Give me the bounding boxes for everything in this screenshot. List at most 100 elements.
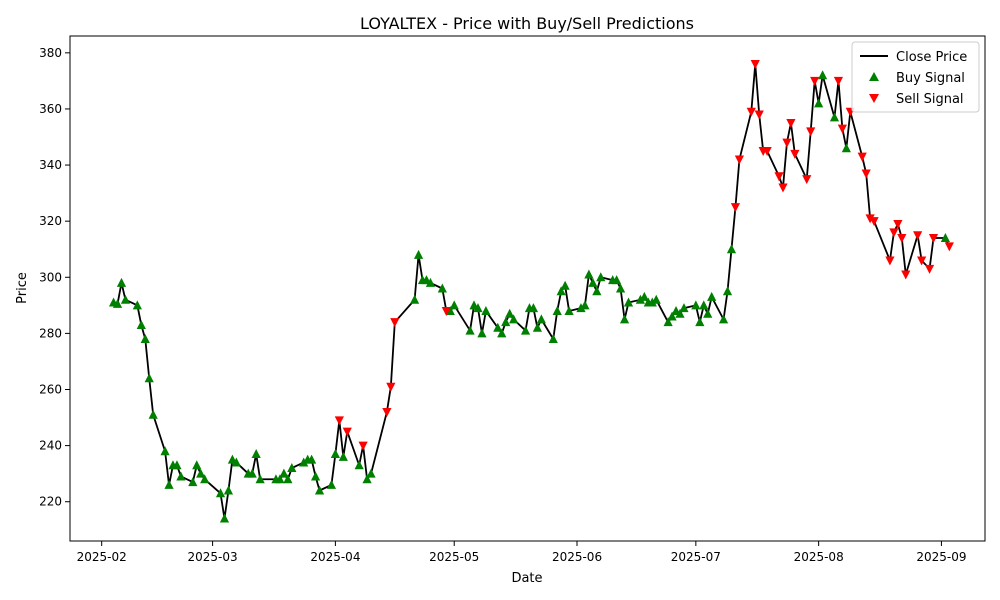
x-tick-label: 2025-08 <box>794 550 844 564</box>
x-tick-label: 2025-03 <box>188 550 238 564</box>
buy-signal-marker <box>612 275 622 285</box>
sell-signal-marker <box>774 172 784 182</box>
sell-signal-marker <box>746 107 756 117</box>
buy-signal-marker <box>287 463 297 473</box>
buy-signal-marker <box>679 303 689 313</box>
sell-signal-marker <box>786 118 796 128</box>
buy-signal-marker <box>144 373 154 383</box>
buy-signal-marker <box>112 298 123 308</box>
buy-signal-marker <box>116 277 127 287</box>
sell-signal-marker <box>734 155 745 165</box>
x-tick-label: 2025-07 <box>671 550 721 564</box>
sell-signal-marker <box>897 234 907 243</box>
sell-signal-marker <box>802 175 812 185</box>
buy-signal-marker <box>667 311 677 321</box>
sell-signal-marker <box>382 407 392 417</box>
sell-signal-marker <box>358 441 368 451</box>
buy-signal-marker <box>307 454 317 464</box>
buy-signal-marker <box>623 297 634 307</box>
sell-signal-marker <box>865 214 875 224</box>
x-tick-label: 2025-04 <box>310 550 360 564</box>
buy-signal-marker <box>829 112 840 122</box>
buy-signal-marker <box>176 471 186 481</box>
y-tick-label: 220 <box>39 495 62 509</box>
buy-signal-marker <box>584 269 594 279</box>
x-tick-label: 2025-05 <box>429 550 479 564</box>
buy-signal-marker <box>449 300 459 310</box>
buy-signal-marker <box>410 294 420 304</box>
x-tick-label: 2025-02 <box>77 550 127 564</box>
buy-signal-marker <box>505 308 515 318</box>
sell-signal-marker <box>750 60 760 70</box>
sell-signal-marker <box>810 76 820 86</box>
sell-signal-marker <box>730 203 741 213</box>
sell-signal-marker <box>944 242 954 252</box>
buy-signal-marker <box>477 328 487 338</box>
buy-signal-marker <box>722 286 733 296</box>
buy-signal-marker <box>354 460 364 470</box>
buy-signal-marker <box>413 249 424 259</box>
buy-signal-marker <box>509 314 519 324</box>
buy-signal-marker <box>576 303 586 313</box>
buy-signal-marker <box>493 322 503 332</box>
buy-signal-marker <box>172 460 182 470</box>
sell-signal-marker <box>857 152 867 162</box>
sell-signal-marker <box>762 147 772 157</box>
buy-signal-marker <box>639 291 649 301</box>
buy-signal-marker <box>188 477 198 487</box>
buy-signal-marker <box>497 328 507 338</box>
sell-signal-marker <box>334 416 344 426</box>
buy-signal-marker <box>251 449 261 459</box>
buy-signal-marker <box>310 471 321 481</box>
buy-signal-marker <box>841 143 851 153</box>
y-tick-label: 300 <box>39 270 62 284</box>
sell-signal-marker <box>386 382 396 392</box>
buy-signal-marker <box>528 303 539 313</box>
buy-signal-marker <box>699 300 709 310</box>
sell-signal-marker <box>893 219 903 229</box>
buy-signal-marker <box>299 457 309 467</box>
buy-signal-marker <box>814 98 824 108</box>
buy-signal-marker <box>283 474 293 484</box>
buy-signal-marker <box>219 513 230 523</box>
sell-signal-marker <box>913 231 923 241</box>
sell-signal-marker <box>342 427 352 437</box>
legend-buy-signal: Buy Signal <box>896 71 965 86</box>
chart-title: LOYALTEX - Price with Buy/Sell Predictio… <box>360 14 694 33</box>
buy-signal-marker <box>532 322 543 332</box>
x-axis-label: Date <box>511 571 542 586</box>
buy-signal-marker <box>501 317 511 327</box>
buy-signal-marker <box>726 244 737 254</box>
buy-signal-marker <box>647 297 657 307</box>
y-tick-label: 320 <box>39 214 62 228</box>
buy-signal-marker <box>592 286 602 296</box>
buy-signal-marker <box>465 325 475 335</box>
buy-signal-marker <box>481 305 491 315</box>
legend-sell-marker <box>869 94 879 103</box>
legend-buy-marker <box>869 72 879 81</box>
buy-signal-marker <box>615 283 626 293</box>
sell-signal-marker <box>869 217 879 227</box>
buy-signal-marker <box>596 272 606 282</box>
sell-signal-marker <box>806 127 816 137</box>
buy-signal-marker <box>140 334 150 343</box>
sell-signal-marker <box>790 149 800 159</box>
buy-signal-marker <box>200 474 210 484</box>
buy-signal-marker <box>663 317 673 327</box>
buy-signal-marker <box>718 314 729 324</box>
buy-signal-marker <box>196 468 206 478</box>
buy-signal-marker <box>160 446 170 456</box>
buy-signal-marker <box>279 468 289 478</box>
sell-signal-marker <box>754 110 764 120</box>
buy-signal-marker <box>132 300 142 310</box>
sell-signal-marker <box>782 138 792 148</box>
buy-signal-marker <box>255 474 265 484</box>
buy-signal-marker <box>695 317 705 327</box>
sell-signal-marker <box>928 234 939 243</box>
buy-signal-marker <box>560 280 570 290</box>
buy-signal-marker <box>588 277 598 287</box>
legend-sell-signal: Sell Signal <box>896 92 964 107</box>
y-tick-label: 240 <box>39 439 62 453</box>
buy-signal-marker <box>192 460 202 470</box>
